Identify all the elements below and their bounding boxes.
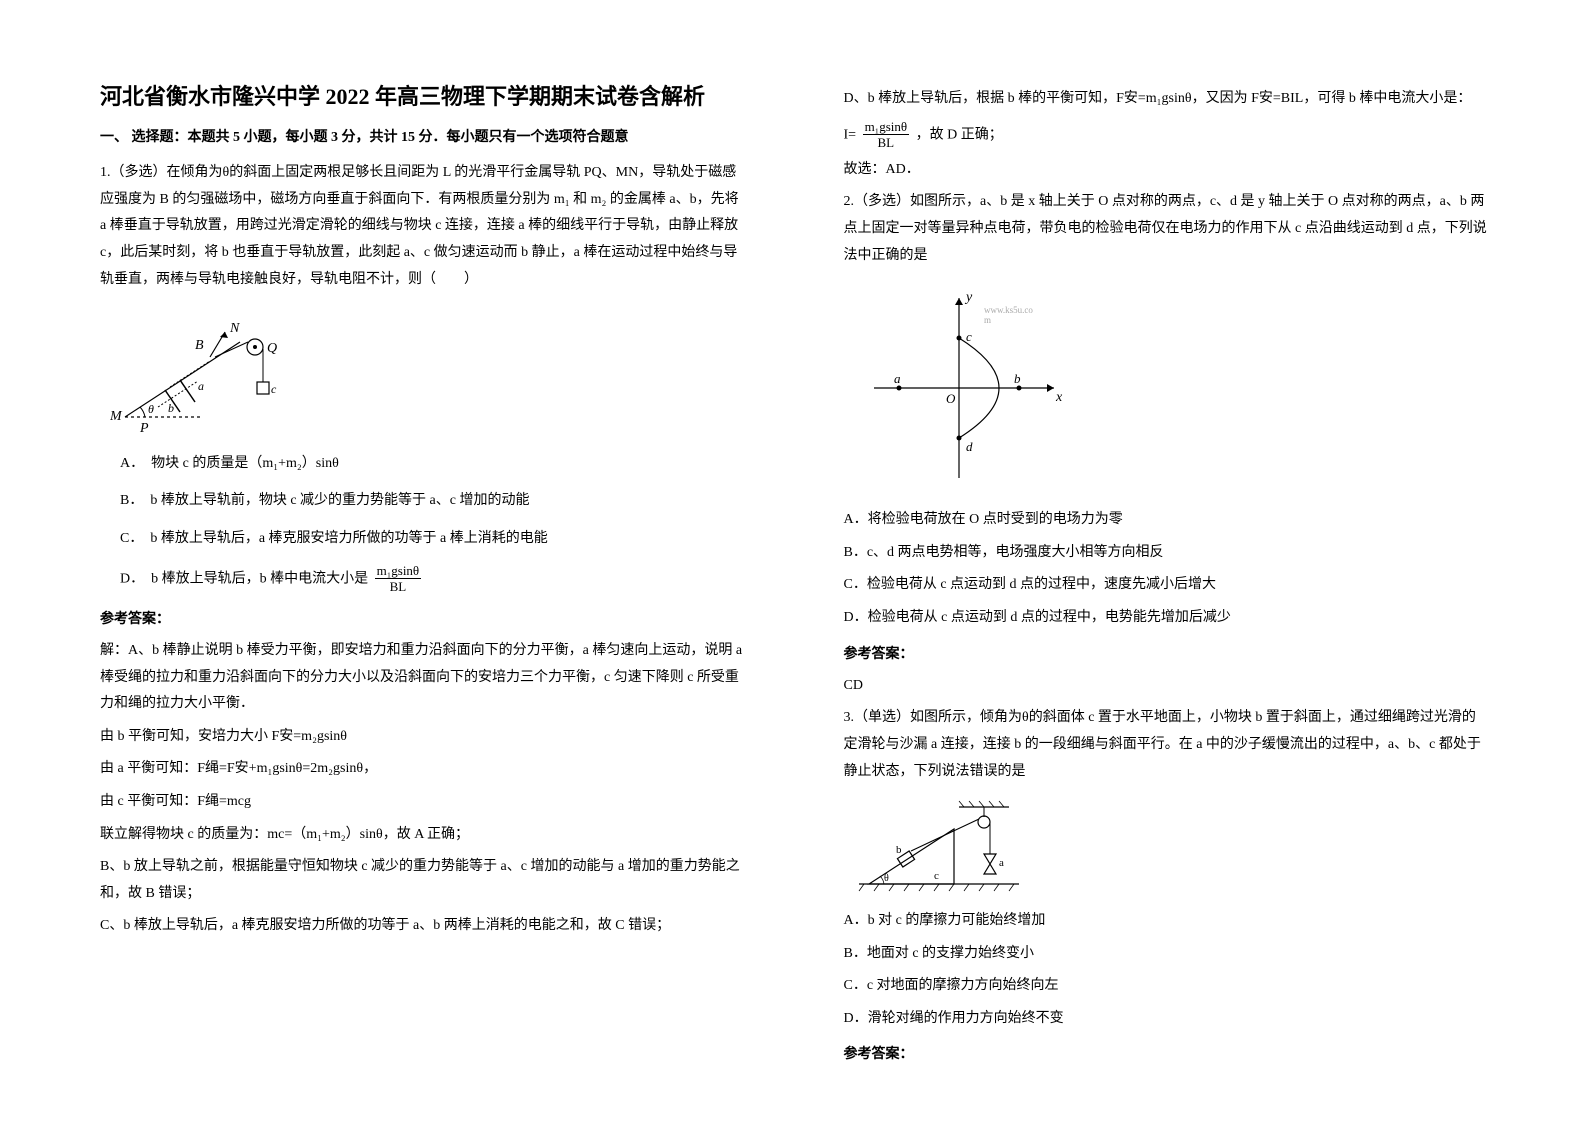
frac-top: m₁gsinθ — [375, 563, 422, 580]
svg-text:N: N — [229, 321, 240, 336]
svg-text:b: b — [1014, 371, 1021, 386]
fraction: m₁gsinθ BL — [863, 119, 910, 151]
svg-text:M: M — [110, 409, 123, 424]
page-title: 河北省衡水市隆兴中学 2022 年高三物理下学期期末试卷含解析 — [100, 80, 744, 113]
q2-option-b: B．c、d 两点电势相等，电场强度大小相等方向相反 — [844, 540, 1488, 567]
q1-figure: N B θ a b Q c M P — [110, 307, 744, 437]
sol-p3: 由 a 平衡可知：F绳=F安+m₁gsinθ=2m₂gsinθ， — [100, 756, 744, 783]
sol-p7: C、b 棒放上导轨后，a 棒克服安培力所做的功等于 a、b 两棒上消耗的电能之和… — [100, 913, 744, 940]
q2-stem: 2.（多选）如图所示，a、b 是 x 轴上关于 O 点对称的两点，c、d 是 y… — [844, 189, 1488, 269]
q2-figure: x y O a b c d www.ks5u.co m — [854, 283, 1488, 493]
q1-option-a: A． 物块 c 的质量是（m₁+m₂）sinθ — [120, 451, 744, 476]
i-eq: I= — [844, 127, 857, 142]
svg-text:c: c — [934, 870, 939, 882]
right-column: D、b 棒放上导轨后，根据 b 棒的平衡可知，F安=m₁gsinθ，又因为 F安… — [794, 0, 1587, 1122]
svg-text:a: a — [999, 857, 1004, 869]
svg-text:c: c — [966, 329, 972, 344]
svg-text:d: d — [966, 439, 973, 454]
q1-stem: 1.（多选）在倾角为θ的斜面上固定两根足够长且间距为 L 的光滑平行金属导轨 P… — [100, 160, 744, 293]
svg-text:y: y — [964, 290, 973, 305]
frac-bot: BL — [863, 135, 910, 151]
q3-option-a: A．b 对 c 的摩擦力可能始终增加 — [844, 908, 1488, 935]
svg-text:θ: θ — [884, 873, 889, 884]
frac-top: m₁gsinθ — [863, 119, 910, 136]
svg-text:x: x — [1055, 390, 1063, 405]
svg-text:b: b — [168, 401, 174, 415]
frac-bot: BL — [375, 579, 422, 595]
svg-text:B: B — [195, 338, 204, 353]
svg-text:www.ks5u.co: www.ks5u.co — [984, 305, 1033, 315]
sol-d-eq: I= m₁gsinθ BL ，故 D 正确； — [844, 119, 1488, 151]
sol-p1: 解：A、b 棒静止说明 b 棒受力平衡，即安培力和重力沿斜面向下的分力平衡，a … — [100, 638, 744, 718]
left-column: 河北省衡水市隆兴中学 2022 年高三物理下学期期末试卷含解析 一、 选择题：本… — [0, 0, 794, 1122]
svg-text:O: O — [946, 391, 956, 406]
q2-option-d: D．检验电荷从 c 点运动到 d 点的过程中，电势能先增加后减少 — [844, 605, 1488, 632]
section-heading: 一、 选择题：本题共 5 小题，每小题 3 分，共计 15 分．每小题只有一个选… — [100, 125, 744, 150]
svg-text:c: c — [271, 382, 277, 396]
q1-option-c: C． b 棒放上导轨后，a 棒克服安培力所做的功等于 a 棒上消耗的电能 — [120, 526, 744, 551]
sol-p2: 由 b 平衡可知，安培力大小 F安=m₂gsinθ — [100, 724, 744, 751]
svg-text:P: P — [139, 421, 149, 436]
q2-option-c: C．检验电荷从 c 点运动到 d 点的过程中，速度先减小后增大 — [844, 572, 1488, 599]
svg-text:Q: Q — [267, 341, 277, 356]
q3-option-d: D．滑轮对绳的作用力方向始终不变 — [844, 1006, 1488, 1033]
q3-option-c: C．c 对地面的摩擦力方向始终向左 — [844, 973, 1488, 1000]
q3-figure: c θ b a — [854, 799, 1488, 894]
fraction: m₁gsinθ BL — [375, 563, 422, 595]
sol-d: D、b 棒放上导轨后，根据 b 棒的平衡可知，F安=m₁gsinθ，又因为 F安… — [844, 86, 1488, 113]
q2-answer-heading: 参考答案： — [844, 642, 1488, 667]
svg-text:a: a — [894, 371, 901, 386]
svg-text:m: m — [984, 315, 991, 325]
sol-p6: B、b 放上导轨之前，根据能量守恒知物块 c 减少的重力势能等于 a、c 增加的… — [100, 854, 744, 907]
sol-d-post: ，故 D 正确； — [916, 127, 1003, 142]
svg-text:θ: θ — [148, 402, 154, 416]
q1-option-d-pre: D． b 棒放上导轨后，b 棒中电流大小是 — [120, 571, 368, 586]
q2-option-a: A．将检验电荷放在 O 点时受到的电场力为零 — [844, 507, 1488, 534]
q3-option-b: B．地面对 c 的支撑力始终变小 — [844, 941, 1488, 968]
sol-final: 故选：AD． — [844, 157, 1488, 184]
q3-answer-heading: 参考答案： — [844, 1042, 1488, 1067]
q1-option-d: D． b 棒放上导轨后，b 棒中电流大小是 m₁gsinθ BL — [120, 563, 744, 595]
answer-heading: 参考答案： — [100, 607, 744, 632]
svg-text:a: a — [198, 379, 204, 393]
q1-option-b: B． b 棒放上导轨前，物块 c 减少的重力势能等于 a、c 增加的动能 — [120, 488, 744, 513]
sol-p4: 由 c 平衡可知：F绳=mcg — [100, 789, 744, 816]
sol-p5: 联立解得物块 c 的质量为：mc=（m₁+m₂）sinθ，故 A 正确； — [100, 822, 744, 849]
q2-answer: CD — [844, 673, 1488, 700]
q3-stem: 3.（单选）如图所示，倾角为θ的斜面体 c 置于水平地面上，小物块 b 置于斜面… — [844, 705, 1488, 785]
svg-text:b: b — [896, 844, 902, 856]
